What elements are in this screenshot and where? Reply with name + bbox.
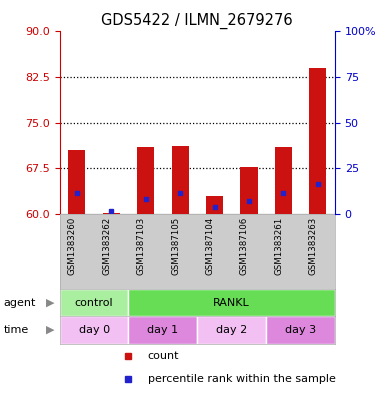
- Text: GSM1383260: GSM1383260: [68, 217, 77, 275]
- Text: control: control: [75, 298, 114, 308]
- Bar: [103, 213, 120, 214]
- Text: GSM1383261: GSM1383261: [275, 217, 283, 275]
- Bar: [206, 196, 223, 214]
- Text: GSM1387105: GSM1387105: [171, 217, 180, 275]
- Bar: [197, 316, 266, 344]
- Bar: [171, 146, 189, 214]
- Bar: [240, 167, 258, 214]
- Text: count: count: [148, 351, 179, 361]
- Bar: [266, 316, 335, 344]
- Text: GSM1387103: GSM1387103: [137, 217, 146, 275]
- Text: GSM1387106: GSM1387106: [240, 217, 249, 275]
- Text: RANKL: RANKL: [213, 298, 250, 308]
- Text: ▶: ▶: [46, 325, 54, 335]
- Text: day 3: day 3: [285, 325, 316, 335]
- Text: ▶: ▶: [46, 298, 54, 308]
- Text: time: time: [4, 325, 29, 335]
- Bar: [129, 316, 197, 344]
- Text: GSM1383263: GSM1383263: [309, 217, 318, 275]
- Text: day 2: day 2: [216, 325, 247, 335]
- Bar: [60, 289, 129, 316]
- Bar: [60, 316, 129, 344]
- Text: agent: agent: [4, 298, 36, 308]
- Text: day 1: day 1: [147, 325, 179, 335]
- Text: day 0: day 0: [79, 325, 110, 335]
- Bar: [275, 147, 292, 214]
- Text: GDS5422 / ILMN_2679276: GDS5422 / ILMN_2679276: [102, 13, 293, 29]
- Text: percentile rank within the sample: percentile rank within the sample: [148, 374, 336, 384]
- Text: GSM1383262: GSM1383262: [102, 217, 111, 275]
- Bar: [129, 289, 335, 316]
- Bar: [68, 150, 85, 214]
- Text: GSM1387104: GSM1387104: [206, 217, 214, 275]
- Bar: [309, 68, 326, 214]
- Bar: [137, 147, 154, 214]
